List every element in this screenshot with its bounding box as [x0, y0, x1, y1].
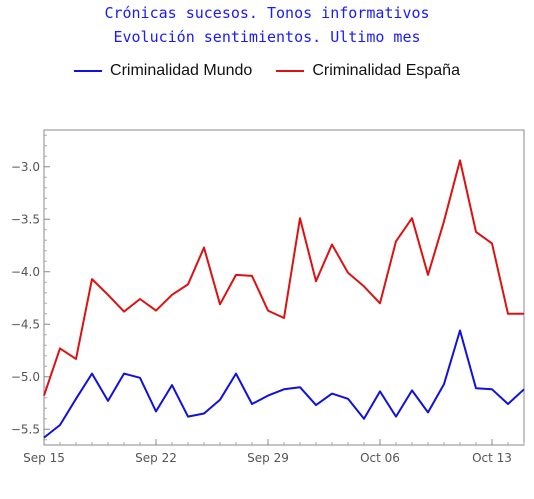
chart-subtitle: Evolución sentimientos. Ultimo mes — [113, 28, 421, 46]
y-tick-label: −4.0 — [11, 265, 40, 279]
y-tick-label: −3.5 — [11, 212, 40, 226]
x-tick-label: Sep 22 — [135, 451, 177, 465]
y-tick-label: −4.5 — [11, 317, 40, 331]
y-tick-label: −5.5 — [11, 422, 40, 436]
chart-title: Crónicas sucesos. Tonos informativos — [104, 4, 430, 22]
legend-item-espana: Criminalidad España — [276, 62, 460, 80]
x-tick-label: Oct 06 — [360, 451, 400, 465]
x-tick-label: Sep 15 — [23, 451, 65, 465]
series-line-mundo — [43, 329, 525, 439]
legend-swatch-espana — [276, 70, 305, 72]
legend-label-mundo: Criminalidad Mundo — [110, 62, 253, 79]
x-axis: Sep 15 Sep 22 Sep 29 Oct 06 Oct 13 — [23, 439, 525, 465]
plot-frame — [43, 129, 525, 446]
x-tick-label: Sep 29 — [247, 451, 289, 465]
legend: Criminalidad Mundo Criminalidad España — [0, 62, 534, 80]
y-axis: −3.0 −3.5 −4.0 −4.5 −5.0 −5.5 — [11, 134, 50, 441]
y-tick-label: −3.0 — [11, 160, 40, 174]
legend-swatch-mundo — [74, 70, 103, 72]
y-tick-label: −5.0 — [11, 370, 40, 384]
series-lines — [43, 159, 525, 439]
legend-label-espana: Criminalidad España — [312, 62, 460, 79]
legend-item-mundo: Criminalidad Mundo — [74, 62, 252, 80]
series-line-espana — [43, 159, 524, 396]
x-tick-label: Oct 13 — [472, 451, 512, 465]
